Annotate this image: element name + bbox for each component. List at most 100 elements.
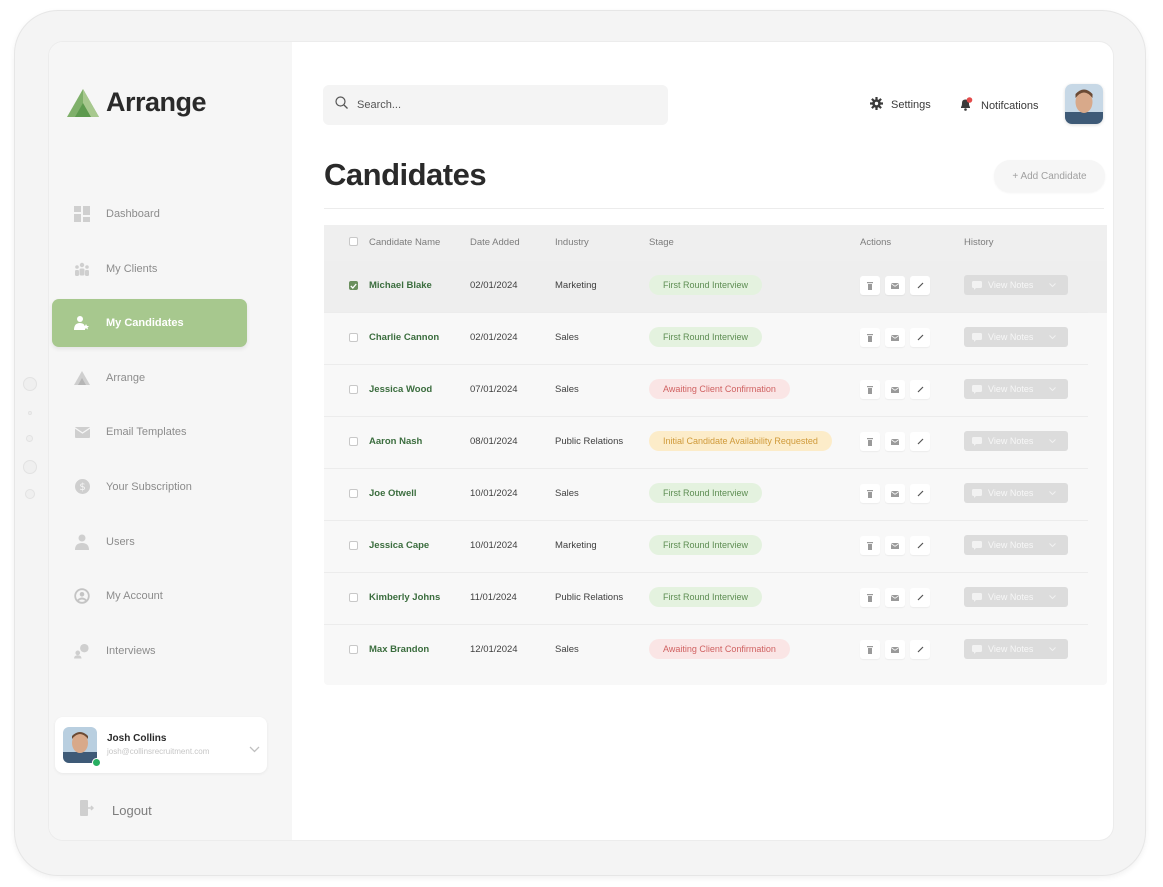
mail-icon[interactable] xyxy=(885,328,905,347)
edit-icon[interactable] xyxy=(910,484,930,503)
select-all-checkbox[interactable] xyxy=(349,237,358,246)
row-checkbox[interactable] xyxy=(349,437,358,446)
row-checkbox[interactable] xyxy=(349,385,358,394)
svg-text:$: $ xyxy=(79,482,85,493)
mail-icon[interactable] xyxy=(885,380,905,399)
search-input[interactable] xyxy=(357,99,637,111)
stage-badge[interactable]: First Round Interview xyxy=(649,275,763,295)
settings-button[interactable]: Settings xyxy=(870,97,931,113)
dollar-icon: $ xyxy=(74,479,90,495)
table-row[interactable]: Michael Blake 02/01/2024 Marketing First Ro… xyxy=(324,261,1107,313)
stage-badge[interactable]: First Round Interview xyxy=(649,535,763,555)
stage-badge[interactable]: First Round Interview xyxy=(649,587,763,607)
table-row[interactable]: Kimberly Johns 11/01/2024 Public Relations… xyxy=(324,573,1107,625)
row-checkbox[interactable] xyxy=(349,593,358,602)
column-header-stage[interactable]: Stage xyxy=(649,237,674,248)
candidate-name-link[interactable]: Kimberly Johns xyxy=(369,592,441,603)
add-candidate-button[interactable]: + Add Candidate xyxy=(994,160,1105,192)
view-notes-button[interactable]: View Notes xyxy=(964,379,1068,399)
stage-badge[interactable]: First Round Interview xyxy=(649,483,763,503)
edit-icon[interactable] xyxy=(910,432,930,451)
row-checkbox[interactable] xyxy=(349,645,358,654)
row-checkbox[interactable] xyxy=(349,333,358,342)
candidate-name-link[interactable]: Jessica Wood xyxy=(369,384,433,395)
sidebar-item-email-templates[interactable]: Email Templates xyxy=(52,408,247,456)
edit-icon[interactable] xyxy=(910,640,930,659)
industry: Sales xyxy=(555,644,579,655)
sidebar-item-my-candidates[interactable]: My Candidates xyxy=(52,299,247,348)
table-row[interactable]: Joe Otwell 10/01/2024 Sales First Round Int… xyxy=(324,469,1107,521)
delete-icon[interactable] xyxy=(860,536,880,555)
sidebar-item-interviews[interactable]: Interviews xyxy=(52,627,247,675)
view-notes-button[interactable]: View Notes xyxy=(964,431,1068,451)
view-notes-label: View Notes xyxy=(988,592,1034,602)
delete-icon[interactable] xyxy=(860,588,880,607)
mail-icon[interactable] xyxy=(885,432,905,451)
sidebar-item-arrange[interactable]: Arrange xyxy=(52,354,247,402)
candidate-name-link[interactable]: Joe Otwell xyxy=(369,488,417,499)
sidebar-item-users[interactable]: Users xyxy=(52,518,247,566)
view-notes-button[interactable]: View Notes xyxy=(964,535,1068,555)
view-notes-button[interactable]: View Notes xyxy=(964,483,1068,503)
search-bar[interactable] xyxy=(323,85,668,125)
mail-icon[interactable] xyxy=(885,588,905,607)
stage-badge[interactable]: Awaiting Client Confirmation xyxy=(649,379,790,399)
view-notes-label: View Notes xyxy=(988,488,1034,498)
notifications-button[interactable]: Notifcations xyxy=(959,97,1038,114)
chevron-down-icon[interactable] xyxy=(249,740,260,758)
edit-icon[interactable] xyxy=(910,380,930,399)
table-row[interactable]: Jessica Wood 07/01/2024 Sales Awaiting Clie… xyxy=(324,365,1107,417)
view-notes-button[interactable]: View Notes xyxy=(964,275,1068,295)
view-notes-button[interactable]: View Notes xyxy=(964,639,1068,659)
delete-icon[interactable] xyxy=(860,380,880,399)
page-title: Candidates xyxy=(324,157,487,192)
stage-badge[interactable]: Awaiting Client Confirmation xyxy=(649,639,790,659)
row-checkbox[interactable] xyxy=(349,541,358,550)
sidebar-item-my-clients[interactable]: My Clients xyxy=(52,245,247,293)
profile-avatar[interactable] xyxy=(1065,84,1103,124)
candidate-name-link[interactable]: Max Brandon xyxy=(369,644,430,655)
candidate-name-link[interactable]: Jessica Cape xyxy=(369,540,430,551)
mail-icon[interactable] xyxy=(885,640,905,659)
table-row[interactable]: Jessica Cape 10/01/2024 Marketing First Rou… xyxy=(324,521,1107,573)
view-notes-button[interactable]: View Notes xyxy=(964,587,1068,607)
date-added: 08/01/2024 xyxy=(470,436,518,447)
industry: Marketing xyxy=(555,280,597,291)
edit-icon[interactable] xyxy=(910,328,930,347)
edit-icon[interactable] xyxy=(910,276,930,295)
row-checkbox[interactable] xyxy=(349,489,358,498)
logout-button[interactable]: Logout xyxy=(80,800,152,821)
stage-badge[interactable]: First Round Interview xyxy=(649,327,763,347)
delete-icon[interactable] xyxy=(860,276,880,295)
table-header: Candidate Name Date Added Industry Stage… xyxy=(324,225,1107,261)
edit-icon[interactable] xyxy=(910,588,930,607)
table-row[interactable]: Max Brandon 12/01/2024 Sales Awaiting Clien… xyxy=(324,625,1107,677)
sidebar-item-my-account[interactable]: My Account xyxy=(52,572,247,620)
current-user-card[interactable]: Josh Collins josh@collinsrecruitment.com xyxy=(55,717,267,773)
sidebar-item-dashboard[interactable]: Dashboard xyxy=(52,190,247,238)
delete-icon[interactable] xyxy=(860,484,880,503)
mail-icon[interactable] xyxy=(885,276,905,295)
column-header-industry[interactable]: Industry xyxy=(555,237,589,248)
row-actions xyxy=(860,328,930,347)
mail-icon[interactable] xyxy=(885,536,905,555)
column-header-candidate-name[interactable]: Candidate Name xyxy=(369,237,441,248)
app-logo[interactable]: Arrange xyxy=(66,87,207,118)
stage-badge[interactable]: Initial Candidate Availability Requested xyxy=(649,431,832,451)
clients-icon xyxy=(74,261,90,277)
column-header-date-added[interactable]: Date Added xyxy=(470,237,520,248)
candidate-name-link[interactable]: Aaron Nash xyxy=(369,436,423,447)
delete-icon[interactable] xyxy=(860,640,880,659)
sidebar-item-label: Email Templates xyxy=(106,426,187,439)
candidate-name-link[interactable]: Charlie Cannon xyxy=(369,332,440,343)
edit-icon[interactable] xyxy=(910,536,930,555)
table-row[interactable]: Charlie Cannon 02/01/2024 Sales First Round… xyxy=(324,313,1107,365)
candidate-name-link[interactable]: Michael Blake xyxy=(369,280,432,291)
mail-icon[interactable] xyxy=(885,484,905,503)
delete-icon[interactable] xyxy=(860,432,880,451)
view-notes-button[interactable]: View Notes xyxy=(964,327,1068,347)
sidebar-item-your-subscription[interactable]: $ Your Subscription xyxy=(52,463,247,511)
delete-icon[interactable] xyxy=(860,328,880,347)
table-row[interactable]: Aaron Nash 08/01/2024 Public Relations Init… xyxy=(324,417,1107,469)
row-checkbox[interactable] xyxy=(349,281,358,290)
